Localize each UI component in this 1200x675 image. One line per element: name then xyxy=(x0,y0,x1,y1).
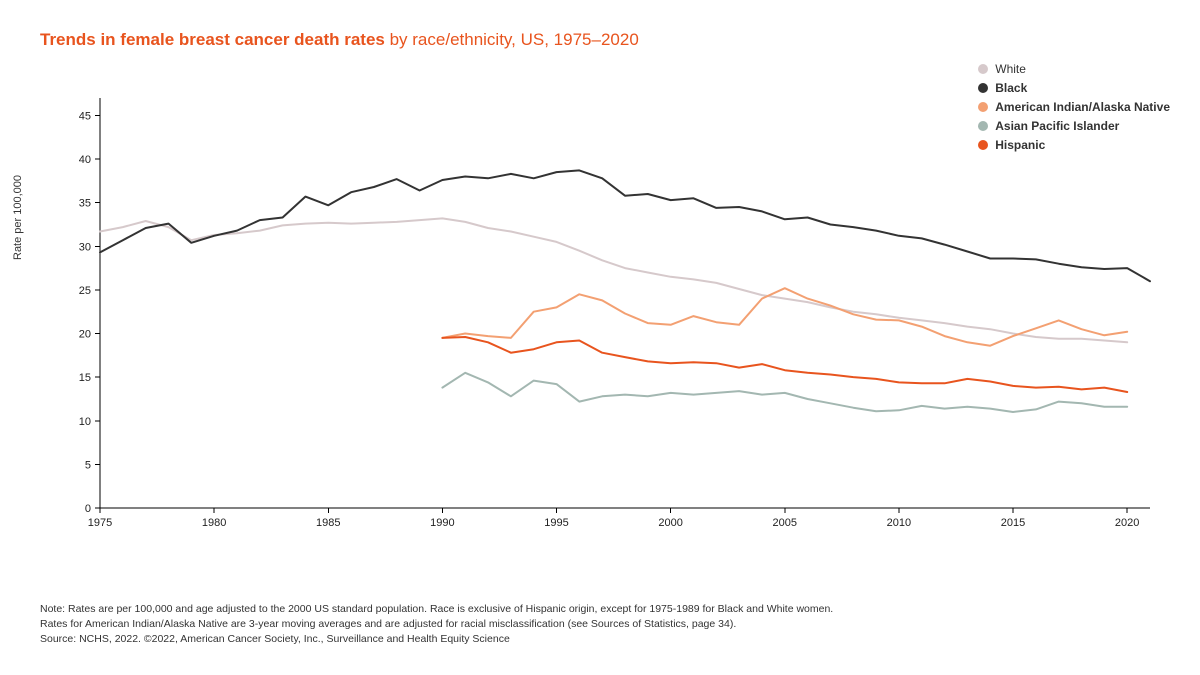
y-tick-label: 5 xyxy=(85,459,91,471)
legend-swatch-icon xyxy=(978,64,988,74)
x-tick-label: 1990 xyxy=(430,517,454,529)
legend-item: White xyxy=(978,60,1170,78)
series-line xyxy=(442,337,1127,392)
y-tick-label: 35 xyxy=(79,198,91,210)
y-axis-label: Rate per 100,000 xyxy=(12,175,24,260)
x-tick-label: 2010 xyxy=(887,517,911,529)
x-tick-label: 1985 xyxy=(316,517,340,529)
x-tick-label: 1995 xyxy=(544,517,568,529)
y-tick-label: 10 xyxy=(79,416,91,428)
y-tick-label: 20 xyxy=(79,329,91,341)
x-tick-label: 1975 xyxy=(88,517,112,529)
x-tick-label: 2000 xyxy=(658,517,682,529)
chart-plot-area: 0 5 10 15 20 25 30 35 40 45 1975 1980 1985 1990 1995 20… xyxy=(40,88,1160,538)
x-tick-label: 2005 xyxy=(773,517,797,529)
y-tick-label: 45 xyxy=(79,110,91,122)
y-tick-label: 40 xyxy=(79,154,91,166)
chart-title: Trends in female breast cancer death rat… xyxy=(40,30,639,50)
footnote-line: Source: NCHS, 2022. ©2022, American Canc… xyxy=(40,632,833,647)
y-tick-label: 0 xyxy=(85,503,91,515)
y-tick-label: 25 xyxy=(79,285,91,297)
footnote-line: Note: Rates are per 100,000 and age adju… xyxy=(40,602,833,617)
chart-svg: 0 5 10 15 20 25 30 35 40 45 1975 1980 1985 1990 1995 20… xyxy=(40,88,1160,538)
chart-title-strong: Trends in female breast cancer death rat… xyxy=(40,30,385,49)
chart-title-rest: by race/ethnicity, US, 1975–2020 xyxy=(385,30,639,49)
x-tick-label: 2020 xyxy=(1115,517,1139,529)
series-line xyxy=(442,373,1127,412)
chart-container: { "title": { "strong": "Trends in female… xyxy=(0,0,1200,675)
series-line xyxy=(100,218,1127,342)
footnote-line: Rates for American Indian/Alaska Native … xyxy=(40,617,833,632)
x-tick-label: 1980 xyxy=(202,517,226,529)
x-tick-label: 2015 xyxy=(1001,517,1025,529)
series-line xyxy=(100,170,1150,281)
y-tick-label: 30 xyxy=(79,241,91,253)
footnotes: Note: Rates are per 100,000 and age adju… xyxy=(40,602,833,647)
series-line xyxy=(442,288,1127,346)
y-tick-label: 15 xyxy=(79,372,91,384)
legend-label: White xyxy=(995,60,1026,78)
